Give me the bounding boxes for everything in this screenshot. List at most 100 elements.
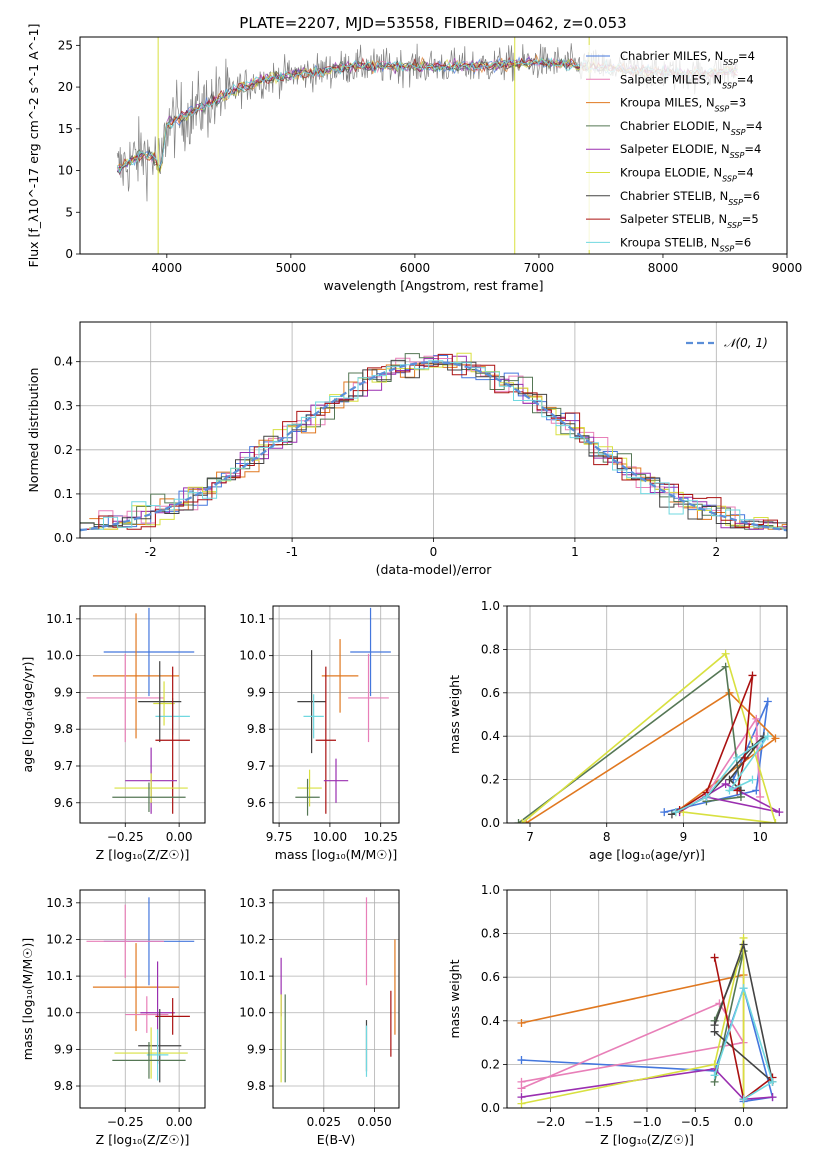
x-tick-label: 6000 (400, 261, 431, 275)
y-tick-label: 9.7 (247, 759, 266, 773)
weight-marker-salpeter_stelib (733, 786, 742, 795)
errorbar-point-chabrier_elodie (112, 1042, 186, 1079)
weight-marker-kroupa_elodie (518, 819, 527, 823)
y-axis-label: mass weight (447, 959, 462, 1038)
weight-marker-kroupa_stelib (768, 1077, 777, 1086)
errorbar-point-salpeter_elodie (323, 758, 349, 803)
weight-marker-kroupa_stelib (725, 786, 734, 795)
x-tick-label: 0.050 (357, 1115, 391, 1129)
y-tick-label: 10.0 (239, 649, 266, 663)
weight-line-salpeter_elodie (521, 1067, 773, 1101)
histogram-chabrier_stelib (80, 359, 787, 529)
y-axis-label: mass weight (447, 675, 462, 754)
normal-curve (80, 360, 787, 532)
y-tick-label: 1.0 (481, 883, 500, 897)
y-tick-label: 9.8 (54, 722, 73, 736)
y-tick-label: 9.9 (247, 685, 266, 699)
weight-marker-salpeter_miles (752, 732, 761, 741)
spectrum-legend: Chabrier MILES, NSSP=4 Salpeter MILES, NS… (580, 45, 785, 253)
weight-marker-salpeter_elodie (721, 779, 730, 788)
weight-marker-kroupa_stelib (702, 792, 711, 801)
age_vs_z-axes: −0.25 0.00 9.6 9.7 9.8 9.9 10.0 10.1 Z [log₁₀(Z/… (20, 605, 206, 862)
weight-marker-salpeter_stelib (710, 953, 719, 962)
x-tick-label: 9000 (772, 261, 803, 275)
errorbar-point-salpeter_stelib (315, 666, 336, 814)
errorbar-point-chabrier_stelib (138, 1009, 182, 1083)
weight-line-chabrier_miles (664, 701, 769, 813)
figure-title: PLATE=2207, MJD=53558, FIBERID=0462, z=0… (239, 14, 626, 32)
y-tick-label: 9.9 (54, 685, 73, 699)
legend-box (580, 45, 785, 250)
x-tick-label: 9 (680, 830, 688, 844)
age_vs_mass-frame (272, 605, 400, 824)
weight-marker-chabrier_stelib (739, 940, 748, 949)
weight-line-kroupa_elodie (521, 652, 777, 823)
weight-marker-salpeter_elodie (775, 808, 784, 817)
x-axis-label: Z [log₁₀(Z/Z☉)] (96, 847, 190, 862)
weight-marker-chabrier_elodie (721, 662, 730, 671)
y-tick-label: 0.2 (481, 1057, 500, 1071)
age_vs_z-frame (79, 605, 206, 824)
y-tick-label: 9.6 (54, 796, 73, 810)
y-tick-label: 10.1 (239, 969, 266, 983)
y-tick-label: 25 (58, 38, 73, 52)
weight-marker-salpeter_stelib (740, 753, 749, 762)
x-tick-label: 0.00 (166, 1115, 193, 1129)
y-tick-label: 10.0 (239, 1006, 266, 1020)
errorbar-point-salpeter_miles (125, 996, 169, 1033)
weight-line-salpeter_elodie (679, 782, 780, 813)
y-tick-label: 0.0 (54, 531, 73, 545)
histogram-salpeter_elodie (84, 355, 787, 530)
mass_vs_z-frame (79, 889, 206, 1109)
x-tick-label: 4000 (152, 261, 183, 275)
weight-line-kroupa_elodie (521, 937, 745, 1108)
x-tick-label: 10 (753, 830, 768, 844)
errorbar-point-chabrier_elodie (295, 778, 320, 816)
legend-entry-kroupa_elodie: Kroupa ELODIE, NSSP=4 (620, 166, 754, 184)
x-tick-label: −2.0 (536, 1115, 565, 1129)
weight-marker-kroupa_elodie (771, 819, 780, 823)
weight-marker-chabrier_miles (517, 1056, 526, 1065)
errorbar-point-salpeter_miles (348, 653, 389, 743)
weight-marker-kroupa_elodie (710, 1060, 719, 1069)
legend-entry-chabrier_elodie: Chabrier ELODIE, NSSP=4 (620, 119, 762, 137)
weight-marker-chabrier_stelib (710, 1027, 719, 1036)
y-tick-label: 1.0 (481, 599, 500, 613)
x-tick-label: 1 (571, 545, 579, 559)
errorbar-point-salpeter_miles (86, 904, 165, 978)
y-axis-label: Flux [f_λ10^-17 erg cm^-2 s^-1 A^-1] (26, 24, 41, 268)
mass_vs_z-axes: −0.25 0.00 9.8 9.9 10.0 10.1 10.2 10.3 Z [log₁₀(… (20, 889, 206, 1147)
weight-line-kroupa_stelib (675, 735, 769, 813)
weight-marker-kroupa_elodie (739, 1104, 748, 1108)
y-tick-label: 0.8 (481, 642, 500, 656)
legend-entry-kroupa_miles: Kroupa MILES, NSSP=3 (620, 96, 746, 114)
weight-marker-salpeter_miles (752, 714, 761, 723)
errorbar-point-kroupa_stelib (146, 1029, 169, 1081)
weight-marker-chabrier_miles (660, 808, 669, 817)
x-tick-label: 10.00 (313, 830, 347, 844)
weight_vs_z-frame (506, 889, 788, 1109)
y-tick-label: 10.0 (46, 1006, 73, 1020)
y-tick-label: 0.4 (54, 355, 73, 369)
x-tick-label: 8 (603, 830, 611, 844)
errorbar-point-chabrier_stelib (297, 650, 326, 754)
y-tick-label: 0.0 (481, 816, 500, 830)
age_vs_mass-axes: 9.75 10.00 10.25 9.6 9.7 9.8 9.9 10.0 10.1 mass [… (239, 605, 400, 862)
histogram-salpeter_miles (84, 355, 787, 530)
weight-marker-kroupa_miles (517, 1018, 526, 1027)
y-tick-label: 9.8 (247, 722, 266, 736)
weight_vs_z-plot-area (507, 890, 787, 1108)
errorbar-point-salpeter_stelib (155, 666, 190, 814)
weight-line-chabrier_elodie (518, 665, 742, 823)
mass_vs_ebv-plot-area (273, 890, 399, 1108)
x-tick-label: 0 (430, 545, 438, 559)
x-axis-label: (data-model)/error (376, 562, 493, 577)
y-tick-label: 10.2 (239, 932, 266, 946)
y-tick-label: 10.1 (46, 969, 73, 983)
y-axis-label: mass [log₁₀(M/M☉)] (20, 938, 35, 1060)
x-tick-label: 0.0 (734, 1115, 753, 1129)
histogram-kroupa_elodie (89, 352, 787, 530)
legend-entry-chabrier_stelib: Chabrier STELIB, NSSP=6 (620, 189, 760, 207)
x-tick-label: 0.025 (307, 1115, 341, 1129)
